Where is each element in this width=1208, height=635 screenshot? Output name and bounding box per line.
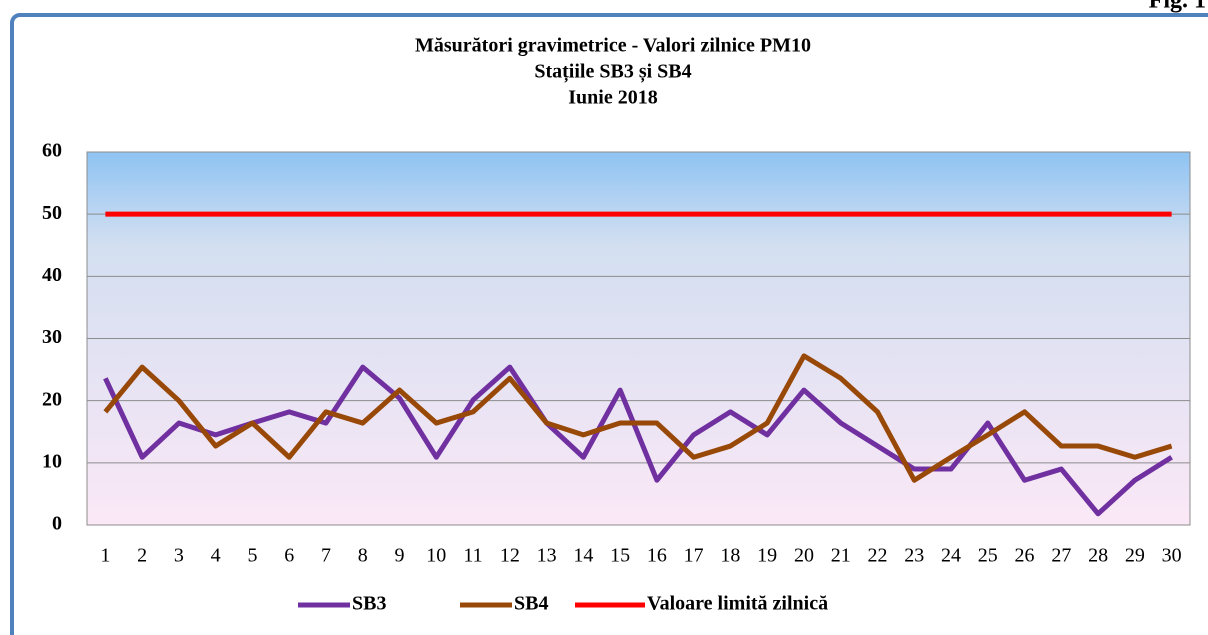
x-tick-label: 15 bbox=[610, 545, 630, 567]
chart-title: Măsurători gravimetrice - Valori zilnice… bbox=[415, 35, 811, 57]
series-line bbox=[103, 353, 1173, 483]
x-tick-label: 18 bbox=[720, 545, 740, 567]
y-tick-label: 50 bbox=[42, 202, 62, 224]
x-tick-label: 23 bbox=[904, 545, 924, 567]
x-tick-label: 4 bbox=[211, 545, 221, 567]
y-tick-label: 30 bbox=[42, 326, 62, 348]
x-tick-label: 11 bbox=[463, 545, 482, 567]
x-tick-label: 17 bbox=[684, 545, 704, 567]
x-tick-label: 20 bbox=[794, 545, 814, 567]
x-tick-label: 26 bbox=[1015, 545, 1035, 567]
x-tick-label: 1 bbox=[100, 545, 110, 567]
x-tick-label: 28 bbox=[1088, 545, 1108, 567]
x-tick-label: 14 bbox=[573, 545, 593, 567]
legend-label: SB3 bbox=[352, 593, 386, 615]
x-tick-label: 8 bbox=[358, 545, 368, 567]
x-tick-label: 19 bbox=[757, 545, 777, 567]
chart-title: Iunie 2018 bbox=[568, 87, 657, 109]
frame bbox=[10, 13, 1208, 635]
y-tick-label: 20 bbox=[42, 388, 62, 410]
x-tick-label: 13 bbox=[537, 545, 557, 567]
legend-label: Valoare limită zilnică bbox=[647, 593, 828, 615]
x-tick-label: 7 bbox=[321, 545, 331, 567]
x-tick-label: 12 bbox=[500, 545, 520, 567]
x-tick-label: 29 bbox=[1125, 545, 1145, 567]
x-tick-label: 21 bbox=[831, 545, 851, 567]
x-tick-label: 24 bbox=[941, 545, 961, 567]
x-tick-label: 5 bbox=[247, 545, 257, 567]
x-tick-label: 25 bbox=[978, 545, 998, 567]
y-tick-label: 40 bbox=[42, 264, 62, 286]
x-tick-label: 30 bbox=[1162, 545, 1182, 567]
x-tick-label: 9 bbox=[395, 545, 405, 567]
figure-label: Fig. 1 bbox=[1149, 0, 1206, 14]
x-tick-label: 22 bbox=[867, 545, 887, 567]
x-tick-label: 27 bbox=[1051, 545, 1071, 567]
chart-title: Stațiile SB3 și SB4 bbox=[534, 61, 691, 84]
x-tick-label: 6 bbox=[284, 545, 294, 567]
x-tick-label: 10 bbox=[426, 545, 446, 567]
x-tick-label: 2 bbox=[137, 545, 147, 567]
x-tick-label: 3 bbox=[174, 545, 184, 567]
legend-label: SB4 bbox=[514, 593, 548, 615]
y-tick-label: 0 bbox=[52, 513, 62, 535]
y-tick-label: 60 bbox=[42, 140, 62, 162]
x-tick-label: 16 bbox=[647, 545, 667, 567]
y-tick-label: 10 bbox=[42, 450, 62, 472]
